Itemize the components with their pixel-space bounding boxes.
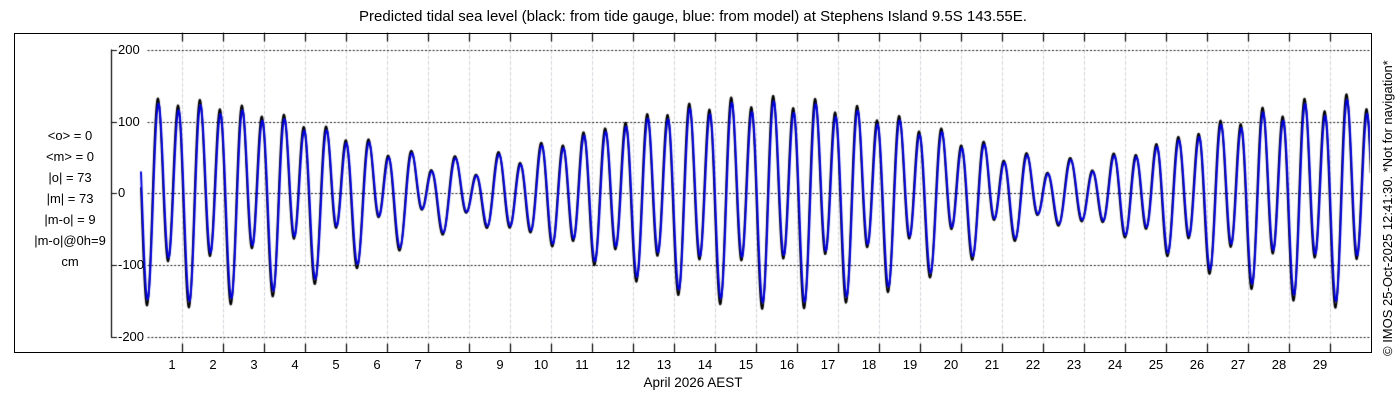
x-tick-label: 18 [861,357,877,372]
y-tick-label: -100 [118,256,145,272]
x-tick-label: 5 [332,357,340,372]
x-tick-label: 21 [984,357,1000,372]
x-tick-label: 28 [1271,357,1287,372]
y-tick-label: 200 [118,41,140,57]
x-tick-label: 11 [575,357,589,372]
stat-abs-model: |m| = 73 [46,191,94,206]
imos-watermark: © IMOS 25-Oct-2025 12:41:30. *Not for na… [1380,60,1395,356]
x-tick-label: 3 [250,357,258,372]
x-tick-label: 15 [738,357,754,372]
stat-mean-model: <m> = 0 [45,149,95,164]
x-tick-label: 25 [1148,357,1164,372]
y-tick-label: -200 [118,328,145,344]
fit-statistics-block: <o> = 0 <m> = 0 |o| = 73 |m| = 73 |m-o| … [20,125,120,272]
stat-abs-misfit-0h: |m-o|@0h=9 [34,233,106,248]
x-tick-label: 16 [779,357,795,372]
stat-mean-observed: <o> = 0 [47,128,93,143]
x-tick-label: 7 [414,357,422,372]
y-tick-label: 100 [118,113,140,129]
x-tick-label: 14 [697,357,713,372]
x-tick-label: 10 [533,357,549,372]
x-tick-label: 1 [168,357,176,372]
x-tick-label: 6 [373,357,381,372]
x-tick-label: 13 [656,357,672,372]
x-tick-label: 4 [291,357,299,372]
x-tick-label: 27 [1230,357,1246,372]
stat-abs-observed: |o| = 73 [48,170,92,185]
x-tick-label: 22 [1025,357,1041,372]
x-tick-label: 9 [496,357,504,372]
y-tick-label: 0 [118,185,126,201]
stat-abs-misfit: |m-o| = 9 [44,212,96,227]
x-tick-label: 19 [902,357,918,372]
x-tick-label: 20 [943,357,959,372]
x-tick-label: 2 [209,357,217,372]
x-tick-label: 26 [1189,357,1205,372]
x-tick-label: 17 [820,357,836,372]
x-tick-label: 24 [1107,357,1123,372]
x-tick-label: 12 [615,357,631,372]
x-tick-label: 8 [455,357,463,372]
x-tick-label: 23 [1066,357,1082,372]
x-axis-title: April 2026 AEST [643,375,743,390]
stat-units: cm [61,254,79,269]
x-tick-label: 29 [1312,357,1328,372]
